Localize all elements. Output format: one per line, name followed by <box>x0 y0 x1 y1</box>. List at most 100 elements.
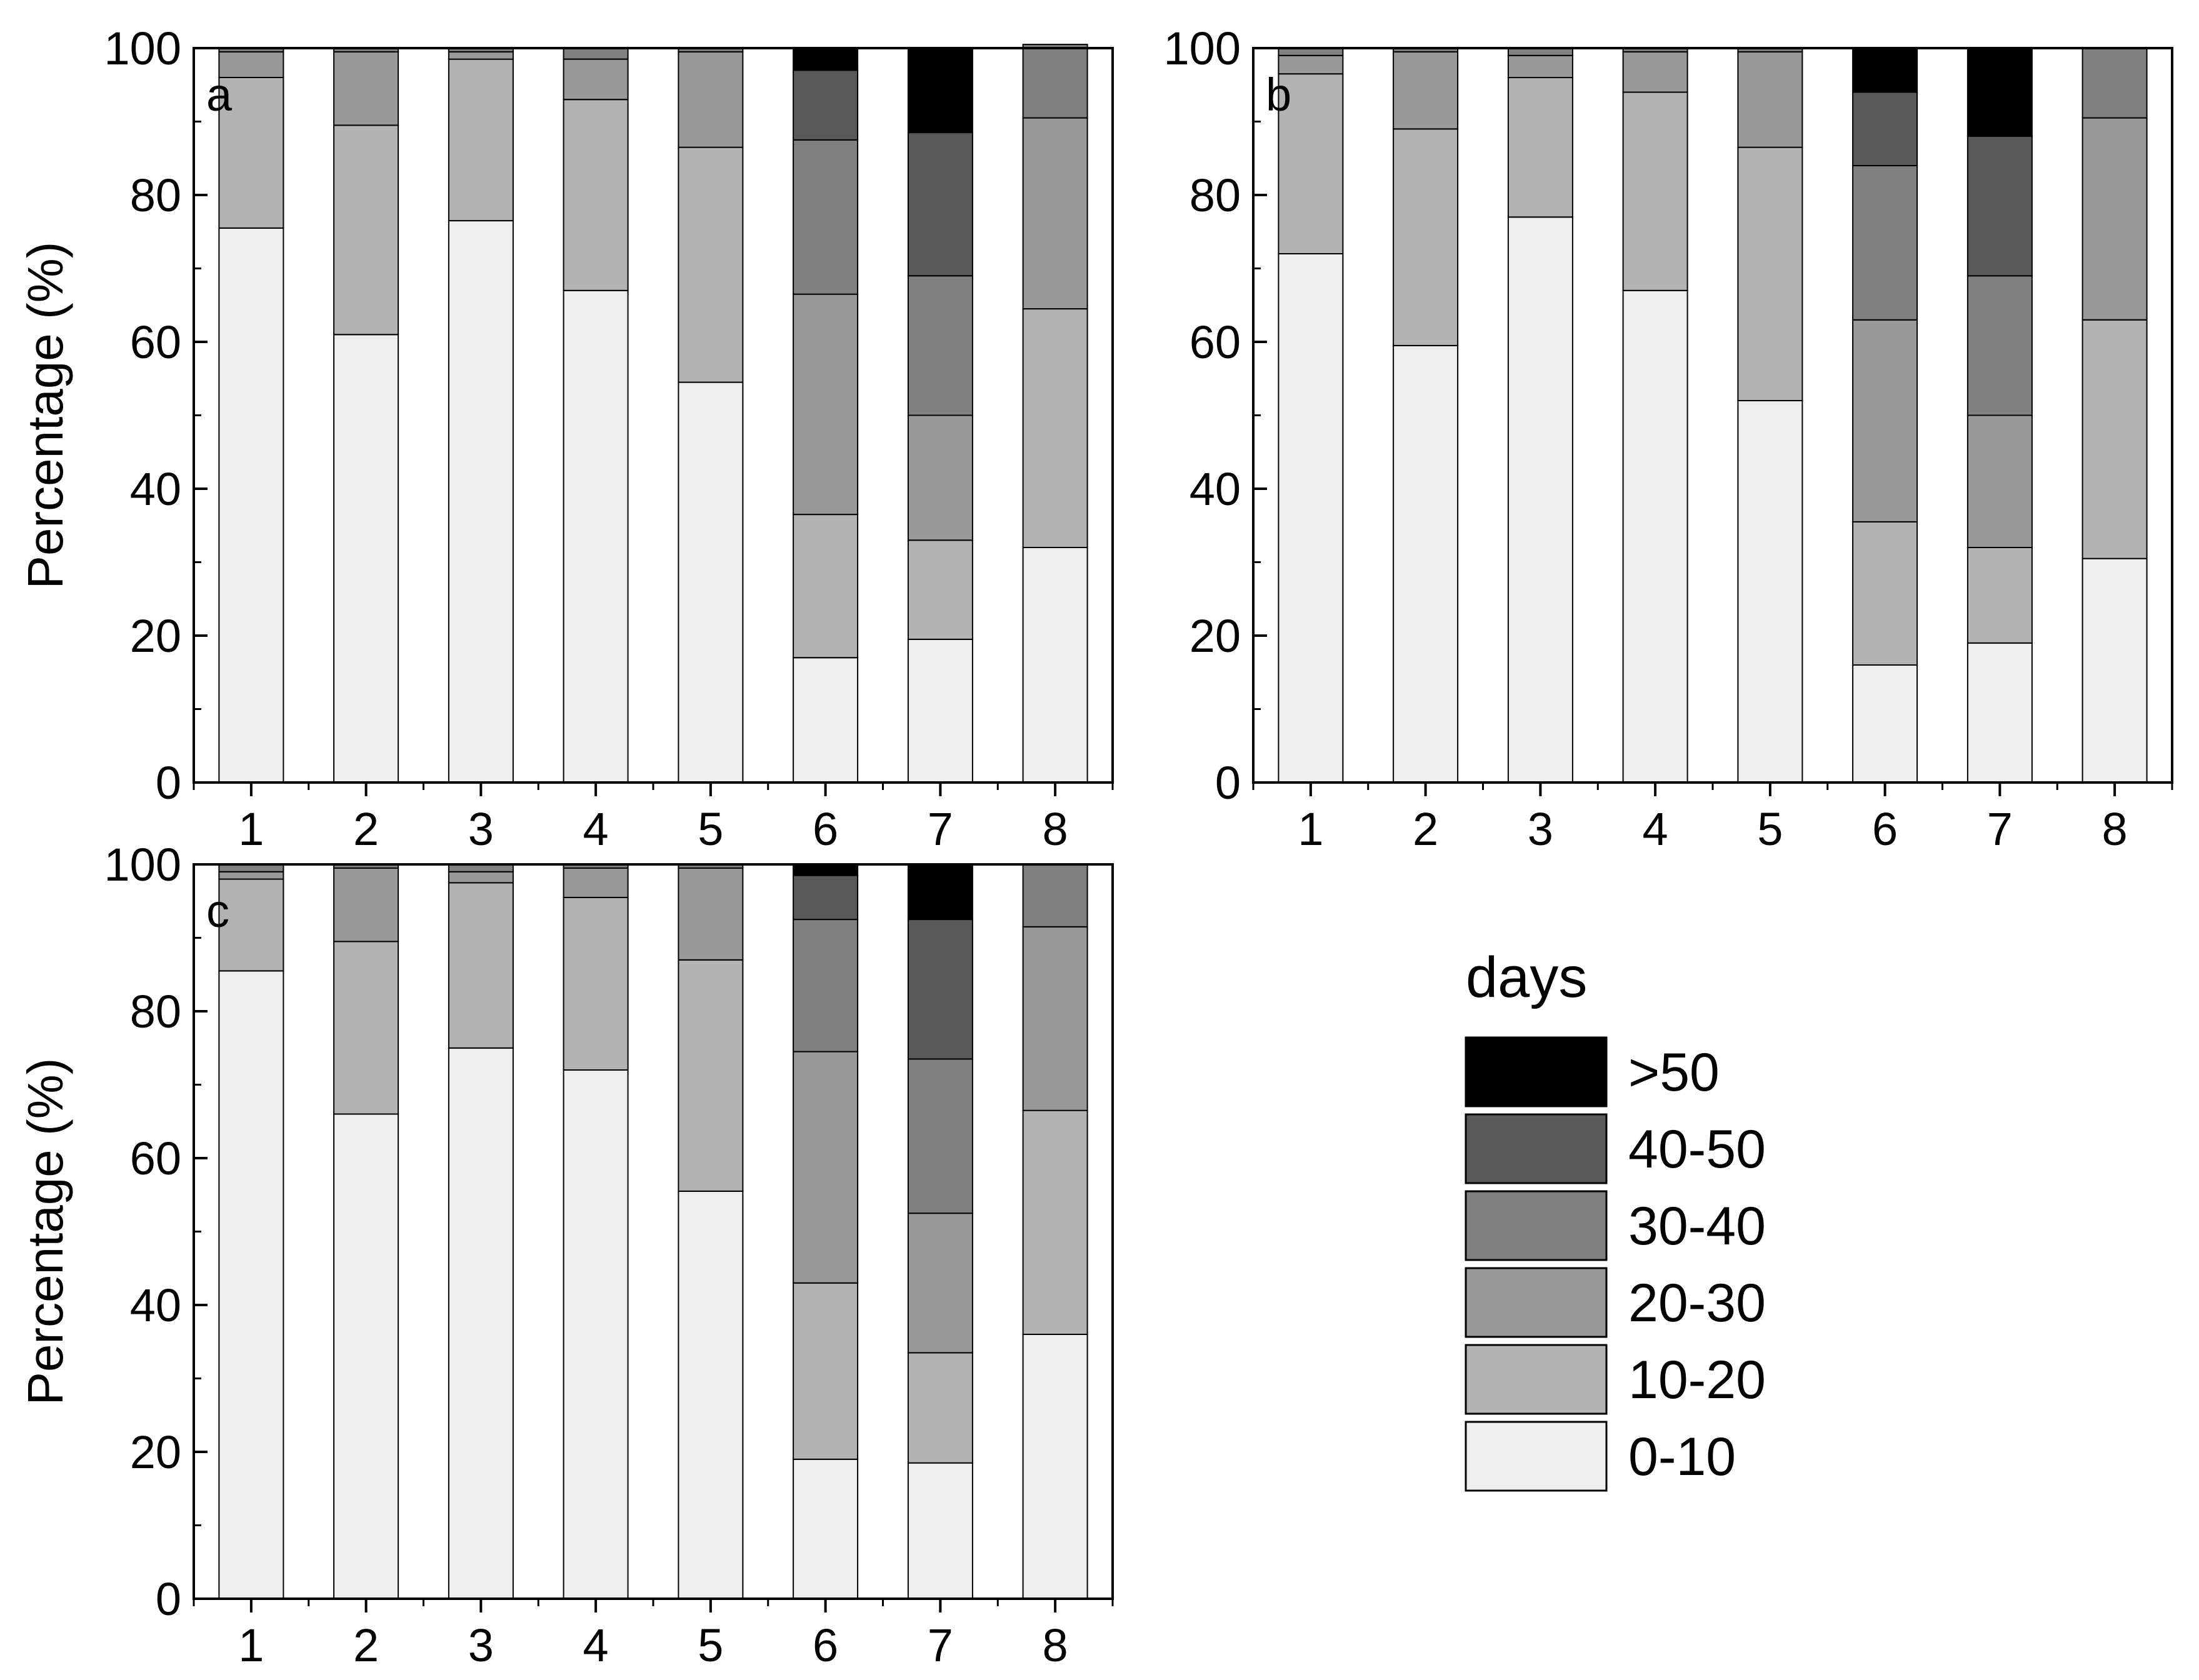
bar-segment-b-6->50 <box>1852 48 1918 93</box>
x-tick-label: 4 <box>1643 803 1668 855</box>
bar-segment-b-2-20-30 <box>1393 51 1459 130</box>
bar-segment-a-7-40-50 <box>907 132 973 277</box>
bar-segment-b-8-30-40 <box>2081 48 2148 119</box>
bar-segment-a-4-20-30 <box>563 58 629 101</box>
bar-segment-a-7->50 <box>907 48 973 134</box>
y-tick-label: 0 <box>156 1573 181 1625</box>
legend-swatch <box>1465 1190 1608 1261</box>
x-tick-label: 7 <box>928 803 953 855</box>
x-tick-label: 7 <box>1987 803 2013 855</box>
bar-segment-b-1-0-10 <box>1278 253 1344 783</box>
bar-segment-c-4-20-30 <box>563 867 629 898</box>
bar-segment-b-5-10-20 <box>1737 146 1803 401</box>
legend-label: >50 <box>1628 1042 1720 1102</box>
bar-segment-b-6-20-30 <box>1852 319 1918 522</box>
legend-swatch <box>1465 1344 1608 1415</box>
bar-segment-a-6-20-30 <box>793 293 859 516</box>
legend-swatch <box>1465 1113 1608 1184</box>
bar-segment-b-7-0-10 <box>1966 642 2033 784</box>
bar-segment-c-5-20-30 <box>678 867 744 961</box>
plot-frame-b <box>1252 47 2173 784</box>
bar-segment-a-7-0-10 <box>907 638 973 784</box>
bar-segment-a-2-0-10 <box>333 334 399 784</box>
bar-segment-b-7-30-40 <box>1966 275 2033 416</box>
bar-segment-b-6-0-10 <box>1852 664 1918 783</box>
bar-segment-c-2-20-30 <box>333 867 399 942</box>
bar-segment-b-2-10-20 <box>1393 128 1459 346</box>
x-tick-label: 2 <box>353 1619 379 1671</box>
x-tick-label: 7 <box>928 1619 953 1671</box>
x-tick-label: 5 <box>698 1619 723 1671</box>
bar-segment-a-4-0-10 <box>563 289 629 784</box>
y-tick-label: 100 <box>104 22 181 74</box>
legend-swatch <box>1465 1421 1608 1492</box>
x-tick-label: 6 <box>813 1619 838 1671</box>
bar-segment-c-8-30-40 <box>1022 864 1088 928</box>
bar-segment-a-7-30-40 <box>907 275 973 416</box>
legend-swatch <box>1465 1267 1608 1338</box>
bar-segment-b-7-40-50 <box>1966 136 2033 277</box>
bar-segment-c-7-10-20 <box>907 1352 973 1464</box>
bar-segment-b-7->50 <box>1966 48 2033 137</box>
bar-segment-a-7-10-20 <box>907 539 973 640</box>
x-tick-label: 2 <box>353 803 379 855</box>
bar-segment-a-3-0-10 <box>448 220 514 784</box>
y-tick-label: 40 <box>130 463 181 515</box>
x-tick-label: 4 <box>583 803 609 855</box>
bar-segment-c-6-30-40 <box>793 919 859 1052</box>
bar-segment-c-8-0-10 <box>1022 1334 1088 1599</box>
y-axis-title: Percentage (%) <box>18 1058 73 1406</box>
x-tick-label: 3 <box>468 1619 494 1671</box>
legend-label: 10-20 <box>1628 1350 1766 1410</box>
legend-label: 0-10 <box>1628 1427 1736 1487</box>
bar-segment-c-6-20-30 <box>793 1051 859 1284</box>
bar-segment-c-1-10-20 <box>218 878 284 972</box>
y-tick-label: 100 <box>104 839 181 891</box>
bar-segment-b-8-0-10 <box>2081 558 2148 783</box>
bar-segment-b-2-0-10 <box>1393 344 1459 783</box>
bar-segment-a-8-20-30 <box>1022 117 1088 310</box>
legend-title: days <box>1466 946 1587 1009</box>
bar-segment-a-3-20-30 <box>448 51 514 60</box>
legend-label: 40-50 <box>1628 1119 1766 1179</box>
legend-label: 20-30 <box>1628 1273 1766 1333</box>
y-tick-label: 60 <box>1190 316 1241 368</box>
x-tick-label: 1 <box>1298 803 1323 855</box>
bar-segment-a-3-10-20 <box>448 58 514 222</box>
bar-segment-c-1-20-30 <box>218 871 284 880</box>
bar-segment-b-6-10-20 <box>1852 521 1918 666</box>
bar-segment-c-8-20-30 <box>1022 926 1088 1111</box>
bar-segment-c-1-0-10 <box>218 970 284 1599</box>
panel-b: 0 20 40 60 80 100 1 2 3 4 5 6 7 8 b <box>1164 22 2173 855</box>
y-tick-label: 100 <box>1164 22 1241 74</box>
y-tick-label: 0 <box>156 757 181 809</box>
panel-label: c <box>206 885 229 937</box>
y-tick-label: 80 <box>1190 169 1241 221</box>
bar-segment-b-5-0-10 <box>1737 400 1803 783</box>
legend-swatch <box>1465 1036 1608 1108</box>
x-tick-label: 4 <box>583 1619 609 1671</box>
bar-segment-c-7-0-10 <box>907 1462 973 1600</box>
x-tick-label: 8 <box>1043 803 1068 855</box>
bar-segment-c-2-0-10 <box>333 1113 399 1599</box>
bar-segment-c-6-0-10 <box>793 1458 859 1600</box>
y-axis-title: Percentage (%) <box>18 242 73 589</box>
legend-label: 30-40 <box>1628 1196 1766 1256</box>
panel-label: a <box>206 69 233 121</box>
bar-segment-c-7-20-30 <box>907 1212 973 1354</box>
bar-segment-a-6-40-50 <box>793 69 859 141</box>
y-tick-label: 40 <box>130 1279 181 1331</box>
bar-segment-a-2-10-20 <box>333 124 399 336</box>
plot-frame-c <box>193 863 1114 1600</box>
x-tick-label: 2 <box>1413 803 1438 855</box>
bar-segment-a-1-10-20 <box>218 77 284 229</box>
bar-segment-a-6->50 <box>793 48 859 71</box>
bar-segment-c-3-10-20 <box>448 882 514 1049</box>
x-tick-label: 1 <box>238 1619 264 1671</box>
bar-segment-b-4-20-30 <box>1622 51 1688 93</box>
y-tick-label: 20 <box>130 610 181 662</box>
bar-segment-b-4-0-10 <box>1622 289 1688 784</box>
x-tick-label: 8 <box>1043 1619 1068 1671</box>
bar-segment-a-6-30-40 <box>793 139 859 295</box>
